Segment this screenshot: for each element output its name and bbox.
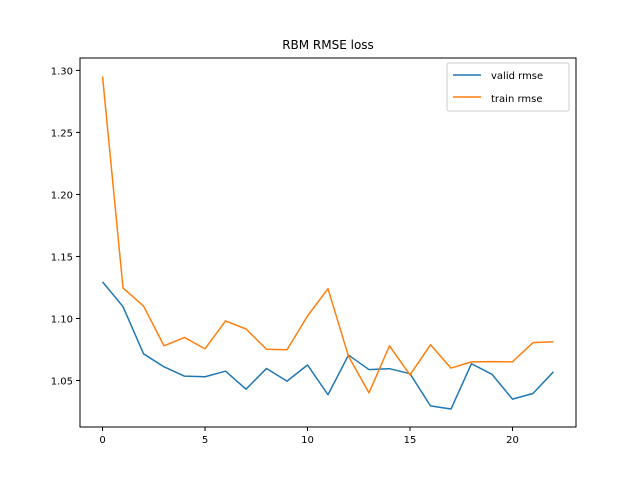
series-line-valid-rmse	[101, 281, 554, 410]
plot-frame	[79, 57, 577, 428]
y-tick-label: 1.10	[51, 314, 73, 325]
x-tick-label: 20	[506, 435, 519, 446]
x-tick-label: 10	[301, 435, 314, 446]
series-line-train-rmse	[101, 76, 554, 394]
legend: valid rmse train rmse	[446, 62, 570, 112]
y-tick-label: 1.30	[51, 66, 73, 77]
series-layer	[101, 76, 554, 410]
legend-label-train-rmse: train rmse	[491, 94, 543, 105]
y-tick-label: 1.20	[51, 190, 73, 201]
y-tick-label: 1.05	[51, 376, 73, 387]
x-tick-label: 5	[202, 435, 208, 446]
chart-title: RBM RMSE loss	[282, 38, 374, 52]
x-tick-label: 0	[99, 435, 105, 446]
x-tick-label: 15	[404, 435, 417, 446]
y-tick-label: 1.25	[51, 128, 73, 139]
legend-label-valid-rmse: valid rmse	[491, 71, 543, 82]
axes-layer: 0 5 10 15 20 1.05 1.10 1.15 1.20 1.25 1.30	[51, 57, 577, 446]
y-tick-label: 1.15	[51, 252, 73, 263]
